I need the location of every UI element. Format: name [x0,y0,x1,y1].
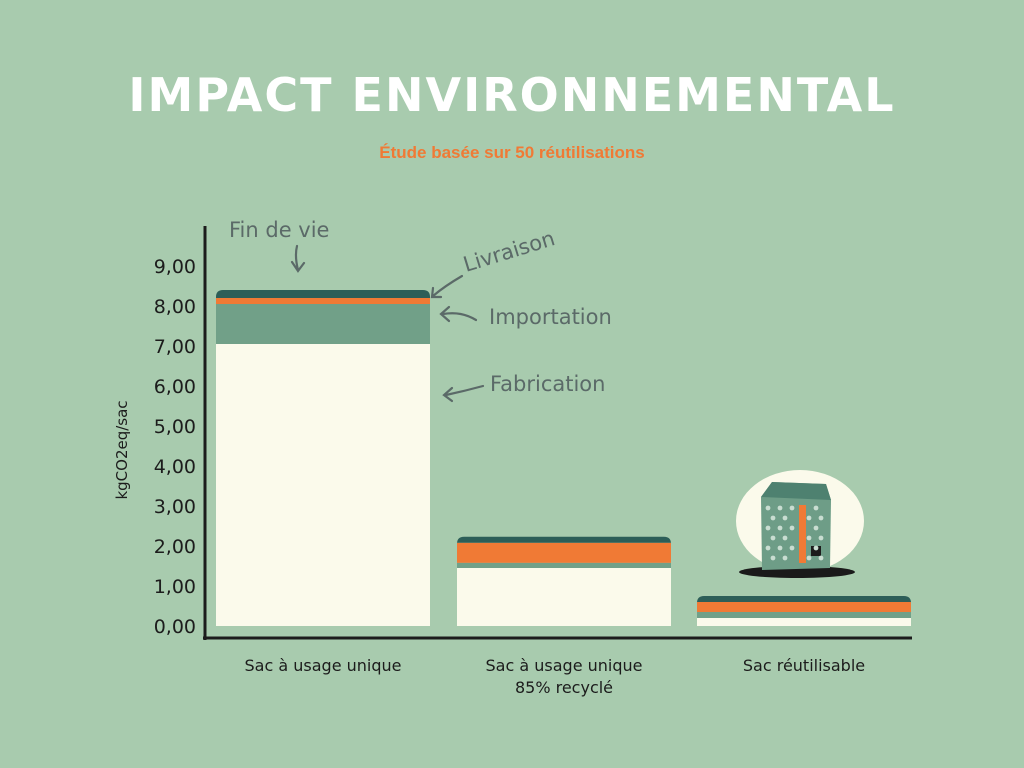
bag-pattern-dot [806,515,812,521]
bar-stack [457,536,671,626]
arrow-livraison [430,274,464,299]
bar-stack [216,290,430,626]
annotation-livraison: Livraison [460,226,557,277]
bar-segment-importation [457,562,671,568]
bag-pattern-dot [765,525,771,531]
bar-segment-livraison [457,542,671,563]
bag-pattern-dot [765,545,771,551]
y-tick-label: 3,00 [154,496,196,518]
bag-orange-strip [799,505,806,563]
bar-stack [697,596,911,626]
bag-top-fold [761,482,831,500]
bag-pattern-dot [813,525,819,531]
annotation-importation: Importation [489,305,612,329]
bag-pattern-dot [770,535,776,541]
bag-pattern-dot [789,525,795,531]
bar-segment-fin-de-vie [457,536,671,544]
bar-segment-fabrication [457,568,671,626]
bag-pattern-dot [777,505,783,511]
annotation-fin-de-vie: Fin de vie [229,218,329,242]
bag-pattern-dot [806,555,812,561]
category-label: Sac à usage unique [486,656,643,675]
bag-pattern-dot [782,555,788,561]
bag-pattern-dot [777,545,783,551]
y-tick-label: 4,00 [154,456,196,478]
bar-segment-fabrication [697,618,911,626]
bar-segment-fin-de-vie [216,290,430,298]
category-label: 85% recyclé [515,678,613,697]
y-tick-label: 6,00 [154,376,196,398]
bar-segment-importation [216,304,430,344]
y-tick-label: 0,00 [154,616,196,638]
y-tick-label: 8,00 [154,296,196,318]
category-labels: Sac à usage unique Sac à usage unique 85% … [245,656,866,697]
bars-group [216,290,911,626]
bar-segment-livraison [216,298,430,304]
y-tick-labels: 0,00 1,00 2,00 3,00 4,00 5,00 6,00 7,00 8,00 9,00 [154,256,196,638]
bag-pattern-dot [777,525,783,531]
bag-pattern-dot [818,555,824,561]
chart-subtitle: Étude basée sur 50 réutilisations [379,143,645,162]
arrow-importation [439,305,478,323]
bag-pattern-dot [818,535,824,541]
axes-group [203,226,912,640]
chart-title: IMPACT ENVIRONNEMENTAL [128,68,896,122]
y-tick-label: 1,00 [154,576,196,598]
bag-pattern-dot [765,505,771,511]
category-label: Sac à usage unique [245,656,402,675]
bag-pattern-dot [818,515,824,521]
bag-pattern-dot [789,545,795,551]
bag-pattern-dot [770,515,776,521]
annotation-fabrication: Fabrication [490,372,605,396]
bag-pattern-dot [770,555,776,561]
bar-segment-importation [697,612,911,618]
bag-pattern [765,505,824,561]
bag-pattern-dot [782,515,788,521]
y-tick-label: 9,00 [154,256,196,278]
bar-segment-fin-de-vie [697,596,911,603]
y-tick-label: 5,00 [154,416,196,438]
bag-qr-code [811,546,821,556]
arrow-fabrication [442,384,485,403]
arrow-fin-de-vie [290,244,306,273]
reusable-bag-illustration [736,470,864,578]
bag-pattern-dot [806,535,812,541]
bag-pattern-dot [813,505,819,511]
bar-segment-livraison [697,602,911,612]
y-axis-label: kgCO2eq/sac [113,400,131,499]
y-tick-label: 2,00 [154,536,196,558]
bar-segment-fabrication [216,344,430,626]
category-label: Sac réutilisable [743,656,865,675]
bag-pattern-dot [813,545,819,551]
bag-pattern-dot [782,535,788,541]
y-tick-label: 7,00 [154,336,196,358]
bag-pattern-dot [789,505,795,511]
